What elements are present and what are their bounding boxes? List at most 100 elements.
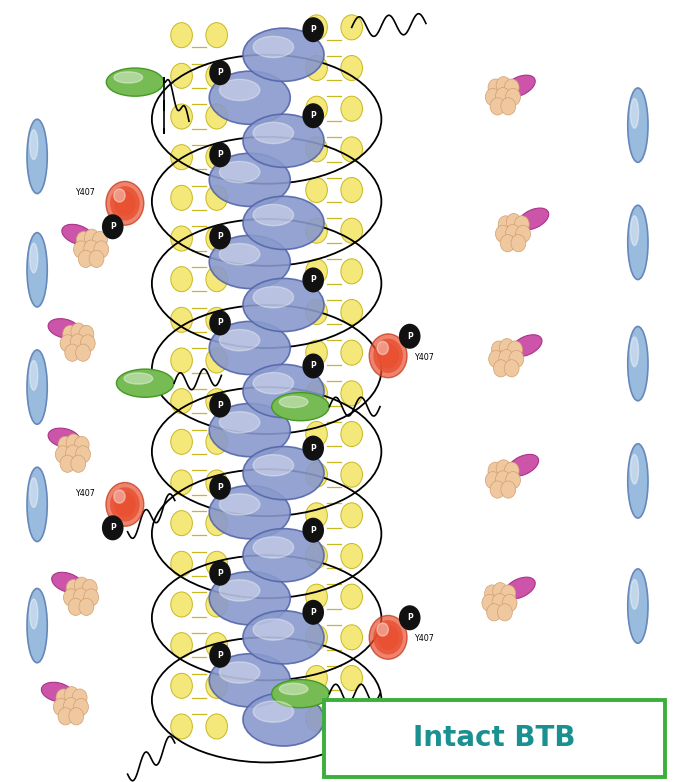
Circle shape [171, 592, 192, 617]
Ellipse shape [504, 577, 535, 599]
Circle shape [102, 515, 124, 540]
Text: P: P [217, 651, 223, 660]
Circle shape [60, 455, 75, 472]
Circle shape [341, 625, 362, 650]
Circle shape [302, 103, 324, 128]
Text: P: P [217, 482, 223, 492]
Circle shape [66, 579, 81, 597]
Text: Intact BTB: Intact BTB [413, 724, 576, 752]
Circle shape [341, 15, 362, 40]
Circle shape [504, 79, 519, 96]
Circle shape [74, 436, 89, 454]
Circle shape [206, 226, 227, 251]
Circle shape [78, 250, 93, 267]
Circle shape [302, 267, 324, 292]
Circle shape [206, 185, 227, 210]
Circle shape [84, 229, 99, 246]
Text: P: P [310, 443, 316, 453]
Ellipse shape [41, 682, 74, 702]
Ellipse shape [518, 208, 549, 230]
Ellipse shape [209, 654, 290, 707]
Ellipse shape [279, 396, 308, 407]
Circle shape [490, 98, 505, 115]
Circle shape [206, 145, 227, 170]
Circle shape [79, 325, 94, 343]
Circle shape [306, 218, 327, 243]
Circle shape [171, 714, 192, 739]
Circle shape [506, 224, 520, 242]
Ellipse shape [243, 196, 324, 249]
Ellipse shape [243, 611, 324, 664]
Circle shape [76, 446, 90, 463]
Ellipse shape [243, 447, 324, 500]
Circle shape [171, 551, 192, 576]
Circle shape [110, 186, 140, 221]
Circle shape [514, 216, 529, 233]
Circle shape [508, 341, 522, 358]
Text: P: P [310, 526, 316, 535]
Ellipse shape [253, 122, 294, 144]
Circle shape [509, 350, 524, 368]
Circle shape [306, 15, 327, 40]
Circle shape [66, 434, 81, 451]
Circle shape [377, 625, 399, 650]
Circle shape [302, 436, 324, 461]
Circle shape [84, 240, 99, 257]
Circle shape [209, 224, 231, 249]
Ellipse shape [243, 114, 324, 167]
Ellipse shape [253, 701, 294, 723]
Ellipse shape [219, 579, 260, 601]
Circle shape [206, 673, 227, 698]
Circle shape [500, 235, 515, 252]
Circle shape [306, 665, 327, 691]
Circle shape [206, 104, 227, 129]
Ellipse shape [30, 243, 38, 273]
Circle shape [504, 360, 519, 377]
Text: P: P [407, 613, 412, 622]
Text: Y407: Y407 [75, 489, 94, 498]
Circle shape [490, 481, 505, 498]
Circle shape [493, 583, 508, 600]
Circle shape [506, 88, 520, 106]
Ellipse shape [124, 373, 153, 384]
Ellipse shape [243, 364, 324, 418]
Ellipse shape [27, 350, 47, 424]
Circle shape [306, 137, 327, 162]
Circle shape [171, 673, 192, 698]
Circle shape [68, 598, 83, 615]
FancyBboxPatch shape [324, 700, 665, 777]
Circle shape [341, 96, 362, 121]
Ellipse shape [209, 153, 290, 206]
Ellipse shape [508, 454, 539, 476]
Circle shape [64, 687, 79, 704]
Circle shape [74, 577, 89, 594]
Circle shape [74, 698, 88, 716]
Circle shape [341, 706, 362, 731]
Circle shape [492, 594, 507, 611]
Circle shape [106, 181, 144, 225]
Circle shape [502, 594, 517, 612]
Circle shape [485, 88, 500, 106]
Ellipse shape [253, 204, 294, 226]
Text: P: P [110, 222, 115, 231]
Circle shape [58, 436, 73, 454]
Circle shape [501, 98, 516, 115]
Circle shape [79, 598, 94, 615]
Text: P: P [217, 318, 223, 328]
Circle shape [114, 492, 136, 517]
Circle shape [369, 334, 407, 378]
Circle shape [171, 633, 192, 658]
Circle shape [306, 584, 327, 609]
Circle shape [500, 339, 514, 356]
Ellipse shape [628, 327, 648, 400]
Ellipse shape [630, 337, 639, 367]
Circle shape [206, 389, 227, 414]
Text: P: P [407, 332, 412, 341]
Circle shape [341, 665, 362, 691]
Circle shape [306, 300, 327, 325]
Circle shape [70, 334, 85, 351]
Circle shape [377, 343, 399, 368]
Ellipse shape [219, 662, 260, 683]
Ellipse shape [504, 75, 535, 97]
Circle shape [495, 471, 510, 488]
